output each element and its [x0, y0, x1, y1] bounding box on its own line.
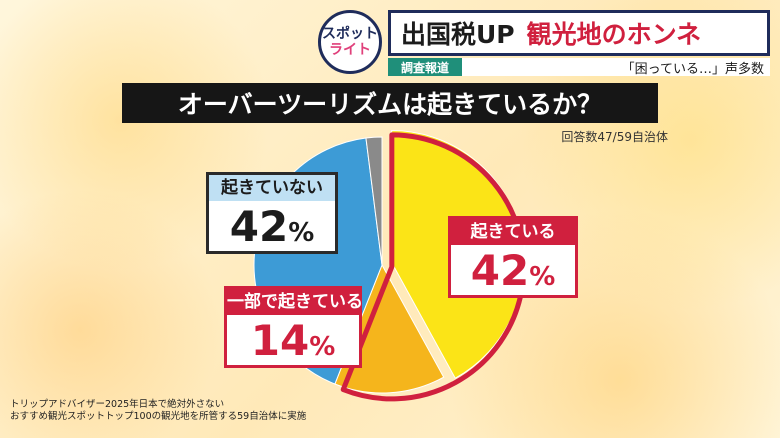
category-tag: 調査報道 [388, 58, 462, 76]
callout-partially-occurring-value: 14% [250, 316, 336, 365]
callout-occurring: 起きている 42% [448, 216, 578, 298]
header-subtitle: 「困っている…」声多数 [462, 58, 770, 77]
program-logo: スポット ライト [318, 10, 382, 74]
callout-not-occurring-label: 起きていない [209, 175, 335, 201]
callout-partially-occurring-label: 一部で起きている [227, 289, 363, 315]
callout-not-occurring: 起きていない 42% [206, 172, 338, 254]
callout-partially-occurring: 一部で起きている 14% [224, 286, 363, 368]
pie-slice-3 [365, 136, 383, 266]
callout-occurring-label: 起きている [451, 219, 575, 245]
question-banner: オーバーツーリズムは起きているか？ [122, 83, 658, 123]
callout-not-occurring-value: 42% [229, 202, 315, 251]
response-count-note: 回答数47/59自治体 [561, 130, 668, 144]
header-title-main: 出国税UP [401, 20, 515, 49]
source-line2: おすすめ観光スポットトップ100の観光地を所管する59自治体に実施 [10, 411, 307, 422]
pie-slice-1 [334, 263, 445, 394]
logo-line2: ライト [329, 42, 371, 58]
header-title-highlight: 観光地のホンネ [526, 20, 702, 49]
logo-line1: スポット [322, 26, 378, 42]
header-title: 出国税UP 観光地のホンネ [388, 10, 770, 56]
survey-source-note: トリップアドバイザー2025年日本で絶対外さない おすすめ観光スポットトップ10… [10, 399, 306, 423]
source-line1: トリップアドバイザー2025年日本で絶対外さない [10, 399, 225, 410]
callout-occurring-value: 42% [470, 246, 556, 295]
